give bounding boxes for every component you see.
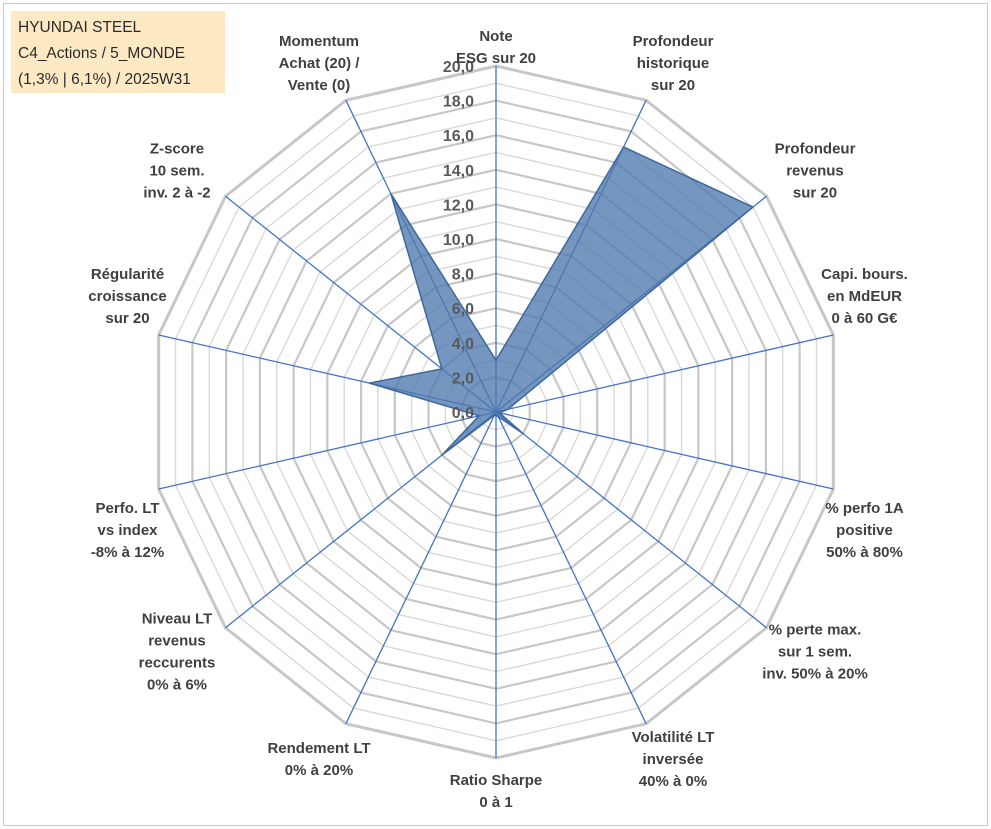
axis-spoke (158, 411, 497, 490)
info-box: HYUNDAI STEEL C4_Actions / 5_MONDE (1,3%… (11, 11, 225, 93)
tick-label: 4,0 (452, 336, 474, 353)
axis-label: Note (479, 28, 512, 45)
axis-label: 0% à 20% (285, 762, 353, 779)
tick-label: 20,0 (443, 59, 474, 76)
tick-label: 0,0 (452, 405, 474, 422)
axis-label: reccurents (139, 655, 216, 672)
tick-label: 14,0 (443, 163, 474, 180)
axis-label: positive (836, 522, 893, 539)
axis-label: Rendement LT (267, 740, 370, 757)
axis-label: Capi. bours. (821, 266, 908, 283)
axis-label: Régularité (91, 266, 164, 283)
axis-label: sur 20 (651, 77, 695, 94)
axis-label: sur 20 (793, 184, 837, 201)
tick-label: 16,0 (443, 128, 474, 145)
axis-label: 0% à 6% (147, 677, 207, 694)
axis-label: 0 à 60 G€ (832, 310, 899, 327)
axis-label: Volatilité LT (632, 729, 715, 746)
axis-label: sur 20 (105, 310, 149, 327)
axis-label: Profondeur (633, 33, 714, 50)
axis-label: 50% à 80% (826, 544, 903, 561)
axis-label: Niveau LT (142, 611, 213, 628)
axis-label: Momentum (279, 33, 359, 50)
tick-label: 10,0 (443, 232, 474, 249)
tick-label: 8,0 (452, 267, 474, 284)
axis-label: inv. 2 à -2 (143, 184, 210, 201)
axis-label: sur 1 sem. (778, 644, 852, 661)
axis-spoke (495, 411, 647, 724)
axis-label: historique (637, 55, 710, 72)
tick-label: 12,0 (443, 197, 474, 214)
axis-label: 40% à 0% (639, 773, 707, 790)
axis-spoke (495, 411, 834, 490)
axis-label: Z-score (150, 140, 204, 157)
axis-label: Profondeur (775, 140, 856, 157)
axis-label: inv. 50% à 20% (762, 666, 868, 683)
axis-label: inversée (643, 751, 704, 768)
axis-label: 10 sem. (149, 162, 204, 179)
info-stats-week: (1,3% | 6,1%) / 2025W31 (18, 71, 191, 88)
axis-spoke (495, 411, 767, 629)
axis-label: croissance (88, 288, 166, 305)
info-company-name: HYUNDAI STEEL (18, 19, 142, 36)
axis-label: ESG sur 20 (456, 50, 536, 67)
tick-label: 18,0 (443, 94, 474, 111)
axis-label: % perte max. (769, 622, 862, 639)
axis-label: en MdEUR (827, 288, 902, 305)
axis-label: Achat (20) / (279, 55, 361, 72)
info-category: C4_Actions / 5_MONDE (18, 45, 186, 62)
series-area (368, 146, 754, 456)
axis-label: Vente (0) (288, 77, 351, 94)
axis-label: Ratio Sharpe (450, 772, 543, 789)
tick-label: 6,0 (452, 301, 474, 318)
tick-label: 2,0 (452, 370, 474, 387)
axis-label: vs index (97, 522, 158, 539)
axis-label: revenus (148, 633, 206, 650)
tick-labels: 0,0 2,0 4,0 6,0 8,0 10,0 12,0 14,0 16,0 18,0 20,0 (443, 59, 474, 422)
series-layer (368, 146, 754, 456)
axis-label: % perfo 1A (825, 500, 904, 517)
axis-spoke (495, 334, 834, 413)
axis-label: Perfo. LT (96, 500, 160, 517)
axis-label: 0 à 1 (479, 794, 512, 811)
axis-label: -8% à 12% (91, 544, 164, 561)
axis-label: revenus (786, 162, 844, 179)
axis-spoke (345, 411, 497, 724)
axis-labels: Note ESG sur 20 Profondeur historique sur 20… (88, 28, 908, 811)
